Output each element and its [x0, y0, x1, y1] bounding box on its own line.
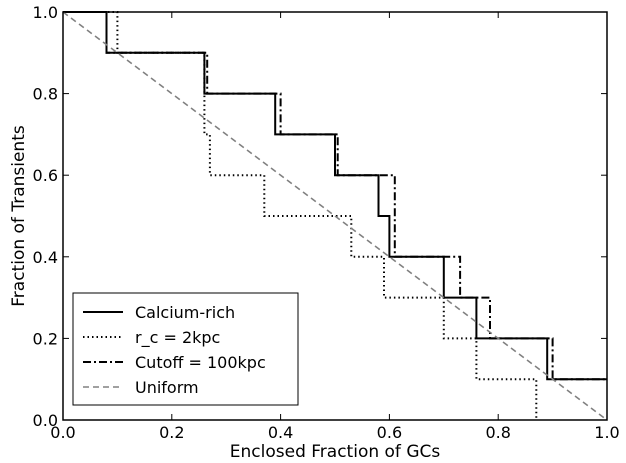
- x-tick-label: 0.6: [377, 423, 402, 442]
- y-axis-label: Fraction of Transients: [9, 125, 29, 307]
- plot-frame: [62, 11, 608, 421]
- x-tick-label: 0.8: [485, 423, 510, 442]
- legend-label-4: Uniform: [135, 378, 199, 397]
- legend-label-3: Cutoff = 100kpc: [135, 353, 266, 372]
- x-tick-label: 0.0: [50, 423, 75, 442]
- y-tick-label: 1.0: [33, 3, 58, 22]
- legend-label-2: r_c = 2kpc: [135, 328, 220, 348]
- y-tick-label: 0.0: [33, 411, 58, 430]
- series-line-1: [63, 11, 607, 381]
- series-line-3: [63, 11, 607, 381]
- y-tick-label: 0.4: [33, 248, 58, 267]
- y-tick-label: 0.8: [33, 85, 58, 104]
- ticks-layer: 0.0 0.2 0.4 0.6 0.8 1.0 0.0 0.2 0.4 0.6 0.8 1.0: [33, 3, 620, 442]
- x-tick-label: 0.2: [159, 423, 184, 442]
- y-tick-label: 0.6: [33, 166, 58, 185]
- series-layer: [62, 11, 608, 421]
- y-tick-label: 0.2: [33, 329, 58, 348]
- series-line-4: [62, 11, 608, 421]
- x-axis-label: Enclosed Fraction of GCs: [230, 442, 441, 462]
- legend-label-1: Calcium-rich: [135, 303, 235, 322]
- x-tick-label: 0.4: [268, 423, 293, 442]
- x-tick-label: 1.0: [594, 423, 619, 442]
- legend: Calcium-rich r_c = 2kpc Cutoff = 100kpc Uni…: [72, 292, 299, 406]
